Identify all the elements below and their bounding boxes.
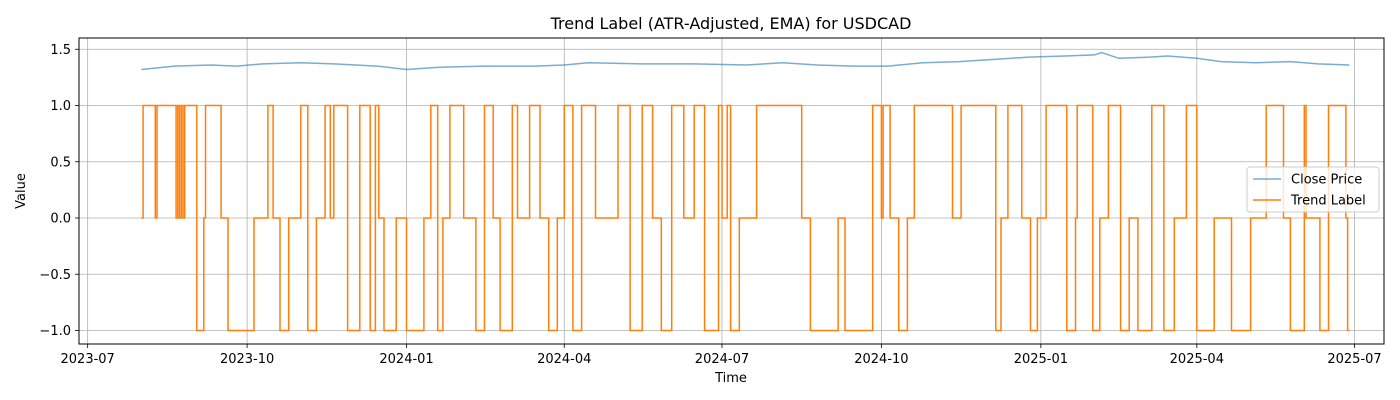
x-tick-label: 2023-10 bbox=[220, 352, 274, 367]
trend-label-series-line bbox=[141, 104, 1350, 332]
y-axis-label: Value bbox=[14, 173, 29, 209]
legend: Close Price Trend Label bbox=[1246, 166, 1380, 213]
x-tick-label: 2025-04 bbox=[1170, 352, 1224, 367]
y-axis: 1.5 1.0 0.5 0.0 −0.5 −1.0 bbox=[39, 43, 79, 339]
y-tick-label: −1.0 bbox=[39, 324, 71, 339]
y-tick-label: −0.5 bbox=[39, 268, 71, 283]
legend-label: Trend Label bbox=[1290, 194, 1366, 209]
plot-area bbox=[141, 51, 1350, 332]
x-axis-label: Time bbox=[714, 371, 747, 386]
x-tick-label: 2023-07 bbox=[61, 352, 115, 367]
x-tick-label: 2025-07 bbox=[1327, 352, 1381, 367]
close-price-series-line bbox=[141, 51, 1350, 71]
x-tick-label: 2024-04 bbox=[537, 352, 591, 367]
x-tick-label: 2025-01 bbox=[1014, 352, 1068, 367]
x-tick-label: 2024-07 bbox=[695, 352, 749, 367]
y-tick-label: 1.0 bbox=[50, 99, 71, 114]
y-tick-label: 0.0 bbox=[50, 212, 71, 227]
legend-label: Close Price bbox=[1291, 173, 1362, 188]
x-axis: 2023-07 2023-10 2024-01 2024-04 2024-07 2024-… bbox=[61, 344, 1382, 367]
chart-title: Trend Label (ATR-Adjusted, EMA) for USDC… bbox=[550, 14, 912, 33]
grid-lines bbox=[79, 38, 1384, 344]
x-tick-label: 2024-10 bbox=[854, 352, 908, 367]
plot-frame bbox=[78, 37, 1385, 345]
y-tick-label: 0.5 bbox=[50, 155, 71, 170]
x-tick-label: 2024-01 bbox=[379, 352, 433, 367]
y-tick-label: 1.5 bbox=[50, 43, 71, 58]
